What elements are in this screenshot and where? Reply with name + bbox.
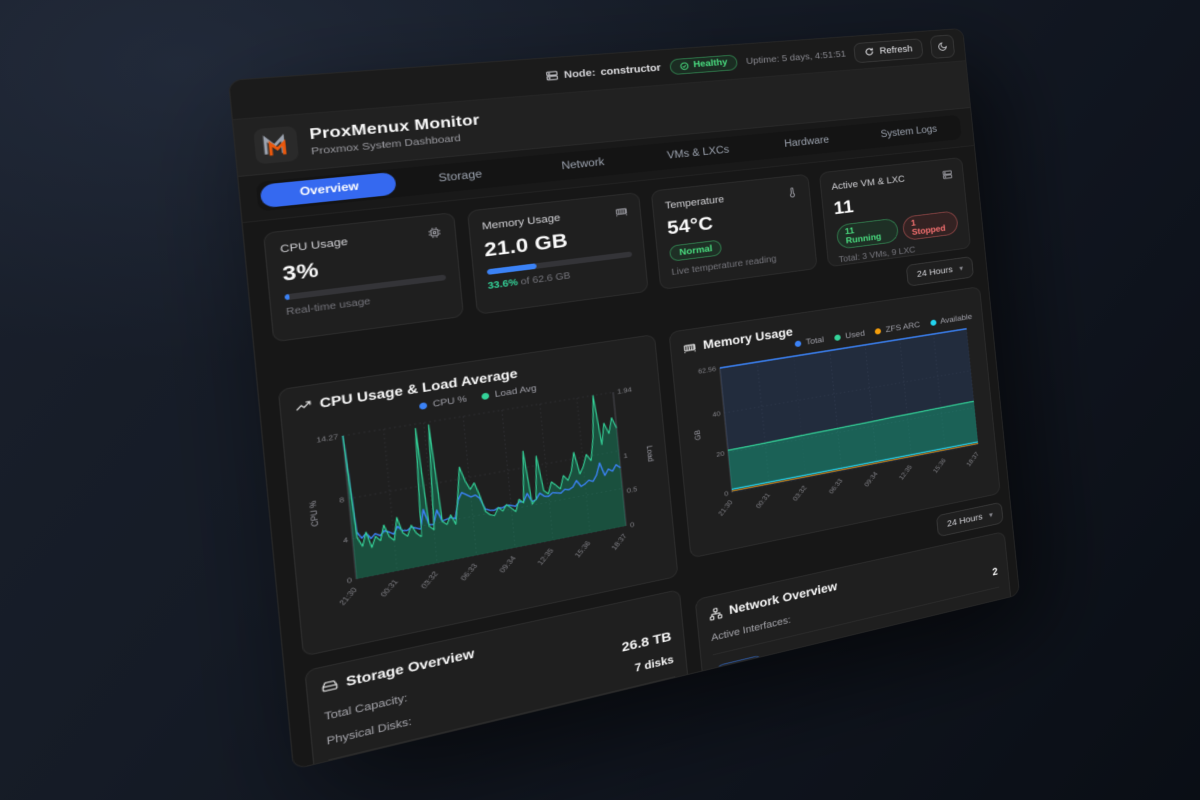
- tab-vms-lxcs[interactable]: VMs & LXCs: [641, 137, 755, 169]
- cpu-progress-fill: [284, 294, 290, 300]
- svg-text:09:34: 09:34: [863, 470, 879, 488]
- svg-text:Load: Load: [645, 445, 656, 463]
- vm-card-label: Active VM & LXC: [831, 174, 905, 192]
- svg-text:15:36: 15:36: [573, 540, 592, 559]
- theme-toggle-button[interactable]: [930, 34, 955, 58]
- dashboard-panel: Node: constructor Healthy Uptime: 5 days…: [228, 28, 1020, 770]
- chevron-down-icon: ▾: [959, 266, 963, 270]
- svg-text:0.5: 0.5: [626, 485, 637, 494]
- uptime-text: Uptime: 5 days, 4:51:51: [746, 49, 847, 67]
- svg-text:1: 1: [623, 452, 628, 460]
- svg-text:14.27: 14.27: [316, 433, 339, 445]
- node-indicator: Node: constructor: [545, 62, 661, 82]
- server-icon: [545, 69, 559, 82]
- memory-card-label: Memory Usage: [482, 213, 561, 233]
- node-label: Node:: [563, 67, 596, 80]
- svg-text:GB: GB: [693, 429, 703, 441]
- memory-chip-icon: [682, 340, 697, 354]
- svg-text:21:30: 21:30: [338, 586, 360, 607]
- svg-text:40: 40: [712, 410, 721, 419]
- server-stack-icon: [941, 169, 953, 181]
- storage-total-capacity-value: 26.8 TB: [621, 629, 672, 655]
- vm-stopped-badge: 1 Stopped: [902, 210, 959, 241]
- temperature-card: Temperature 54°C Normal Live temperature…: [651, 174, 817, 290]
- app-titles: ProxMenux Monitor Proxmox System Dashboa…: [309, 112, 482, 157]
- svg-text:0: 0: [347, 576, 353, 585]
- period-select-2[interactable]: 24 Hours ▾: [936, 502, 1004, 538]
- tab-overview[interactable]: Overview: [260, 172, 397, 209]
- check-circle-icon: [680, 61, 690, 70]
- chevron-down-icon: ▾: [989, 513, 993, 517]
- tab-storage[interactable]: Storage: [395, 159, 524, 194]
- svg-text:00:31: 00:31: [379, 578, 400, 598]
- legend-dot: [875, 328, 882, 335]
- svg-text:09:34: 09:34: [498, 554, 518, 574]
- svg-text:15:36: 15:36: [932, 457, 948, 474]
- overview-content: CPU Usage 3% Real-time usage Memory Usag…: [243, 146, 1020, 770]
- svg-text:03:32: 03:32: [419, 570, 440, 590]
- legend-dot: [930, 319, 936, 326]
- refresh-icon: [865, 47, 875, 57]
- refresh-button[interactable]: Refresh: [854, 38, 924, 63]
- proxmenux-logo-icon: [260, 131, 293, 159]
- svg-text:06:33: 06:33: [459, 562, 479, 582]
- thermometer-icon: [785, 186, 798, 198]
- dashboard-window: Node: constructor Healthy Uptime: 5 days…: [228, 28, 1020, 770]
- cpu-card-label: CPU Usage: [280, 236, 349, 255]
- cpu-icon: [426, 226, 441, 240]
- svg-text:18:37: 18:37: [965, 451, 980, 468]
- legend-dot: [834, 334, 841, 341]
- tab-hardware[interactable]: Hardware: [752, 127, 859, 158]
- temperature-card-label: Temperature: [665, 194, 725, 211]
- svg-text:12:35: 12:35: [898, 464, 914, 481]
- svg-text:18:37: 18:37: [610, 532, 629, 551]
- memory-progress-fill: [486, 263, 537, 275]
- right-column: Memory Usage Total Used ZFS ARC Available 0…: [668, 286, 1016, 733]
- app-logo: [253, 125, 299, 164]
- active-vm-lxc-card: Active VM & LXC 11 11 Running 1 Stopped …: [818, 157, 971, 267]
- storage-divider: [328, 676, 675, 760]
- storage-physical-disks-value: 7 disks: [634, 655, 674, 675]
- svg-text:21:30: 21:30: [717, 499, 735, 517]
- trending-up-icon: [294, 398, 312, 414]
- svg-text:00:31: 00:31: [755, 491, 772, 509]
- cpu-usage-card: CPU Usage 3% Real-time usage: [263, 212, 464, 342]
- temperature-status-badge: Normal: [669, 239, 723, 261]
- svg-text:06:33: 06:33: [828, 477, 845, 495]
- svg-text:4: 4: [343, 536, 349, 545]
- legend-dot: [482, 392, 490, 400]
- moon-icon: [937, 41, 948, 51]
- svg-text:0: 0: [724, 490, 729, 498]
- svg-text:20: 20: [716, 450, 725, 459]
- hard-drive-icon: [321, 677, 339, 694]
- svg-text:12:35: 12:35: [536, 547, 555, 566]
- memory-icon: [614, 205, 628, 218]
- health-badge: Healthy: [670, 54, 738, 75]
- interface-badge: vmbr0: [714, 654, 765, 684]
- svg-text:03:32: 03:32: [791, 484, 808, 502]
- network-icon: [708, 606, 723, 621]
- left-column: CPU Usage & Load Average CPU % Load Avg 0…: [278, 334, 693, 770]
- legend-dot: [795, 340, 802, 347]
- node-value: constructor: [600, 62, 661, 77]
- svg-text:62.56: 62.56: [698, 365, 717, 375]
- svg-text:1.94: 1.94: [617, 386, 633, 396]
- svg-text:0: 0: [630, 521, 635, 529]
- tab-network[interactable]: Network: [522, 148, 643, 181]
- vm-running-badge: 11 Running: [835, 218, 899, 250]
- svg-text:8: 8: [339, 496, 345, 505]
- memory-usage-card: Memory Usage 21.0 GB 33.6% of 62.6 GB: [466, 192, 648, 315]
- legend-dot: [419, 402, 427, 410]
- svg-text:CPU %: CPU %: [307, 500, 320, 528]
- period-select[interactable]: 24 Hours ▾: [906, 256, 974, 287]
- tab-system-logs[interactable]: System Logs: [858, 117, 959, 147]
- active-interfaces-value: 2: [992, 567, 998, 578]
